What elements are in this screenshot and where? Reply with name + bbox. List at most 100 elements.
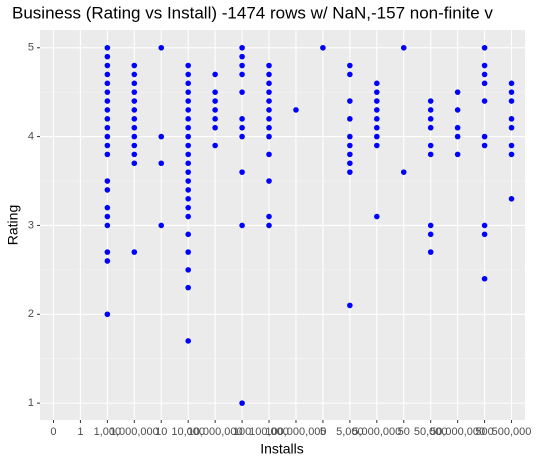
point [131,249,138,255]
point [185,195,191,202]
point [239,62,245,69]
point [131,116,138,122]
x-tick-label: 0 [50,426,56,438]
point [239,169,245,175]
point [131,107,138,113]
y-tick-label: 2 [28,308,34,320]
point [185,338,191,344]
point [239,71,245,78]
point [508,124,515,131]
x-tick-label: 1,000,000 [110,426,159,438]
point [427,107,434,113]
point [266,178,272,184]
point [266,107,272,113]
point [131,142,138,149]
point [481,80,488,87]
point [185,169,191,175]
x-axis-label: Installs [260,441,304,457]
point [347,169,353,175]
point [374,89,380,95]
point [212,107,218,113]
point [104,116,111,122]
point [104,142,111,149]
point [185,62,191,69]
point [266,133,272,140]
point [131,89,138,95]
point [427,142,434,149]
point [347,151,353,158]
point [104,151,111,158]
point [508,142,515,149]
point [239,116,245,122]
point [104,62,111,69]
point [266,151,272,158]
x-tick-label: 5 [320,426,326,438]
y-tick-label: 5 [28,42,34,54]
point [185,213,191,220]
chart-title: Business (Rating vs Install) -1474 rows … [12,3,493,22]
point [131,80,138,87]
x-tick-label: 5,000 [336,426,364,438]
point [104,311,111,318]
point [508,89,515,95]
x-tick-label: 100,000,000 [265,426,326,438]
point [104,249,111,255]
point [427,249,434,255]
x-tick-label: 1,000 [94,426,122,438]
point [508,116,515,122]
point [347,116,353,122]
x-tick-label: 10 [155,426,167,438]
point [104,213,111,220]
point [481,222,488,229]
point [212,89,218,95]
point [185,89,191,95]
x-tick-label: 10,000 [171,426,205,438]
point [239,124,245,131]
point [347,302,353,309]
point [158,160,165,167]
x-tick-label: 500 [475,426,493,438]
point [427,124,434,131]
point [212,71,218,78]
point [185,231,191,238]
point [508,195,515,202]
point [185,80,191,87]
x-tick-label: 100,000 [249,426,289,438]
point [185,98,191,104]
y-axis-label: Rating [5,205,21,245]
point [212,124,218,131]
x-tick-label: 50,000,000 [430,426,485,438]
point [131,160,138,167]
point [104,44,111,51]
point [347,133,353,140]
point [104,133,111,140]
point [266,116,272,122]
point [427,231,434,238]
point [185,160,191,167]
point [481,98,488,104]
point [212,98,218,104]
y-tick-label: 4 [28,131,34,143]
point [481,275,488,282]
point [104,107,111,113]
point [185,267,191,273]
point [185,284,191,291]
point [266,80,272,87]
point [104,80,111,87]
point [239,400,245,406]
point [104,53,111,60]
point [347,160,353,167]
point [185,249,191,255]
point [400,44,407,51]
point [427,116,434,122]
x-tick-label: 10,000,000 [188,426,243,438]
point [104,124,111,131]
x-tick-label: 5,000,000 [352,426,401,438]
point [104,222,111,229]
point [427,98,434,104]
y-tick-label: 1 [28,397,34,409]
point [266,71,272,78]
point [131,124,138,131]
x-tick-label: 50 [398,426,410,438]
point [185,142,191,149]
